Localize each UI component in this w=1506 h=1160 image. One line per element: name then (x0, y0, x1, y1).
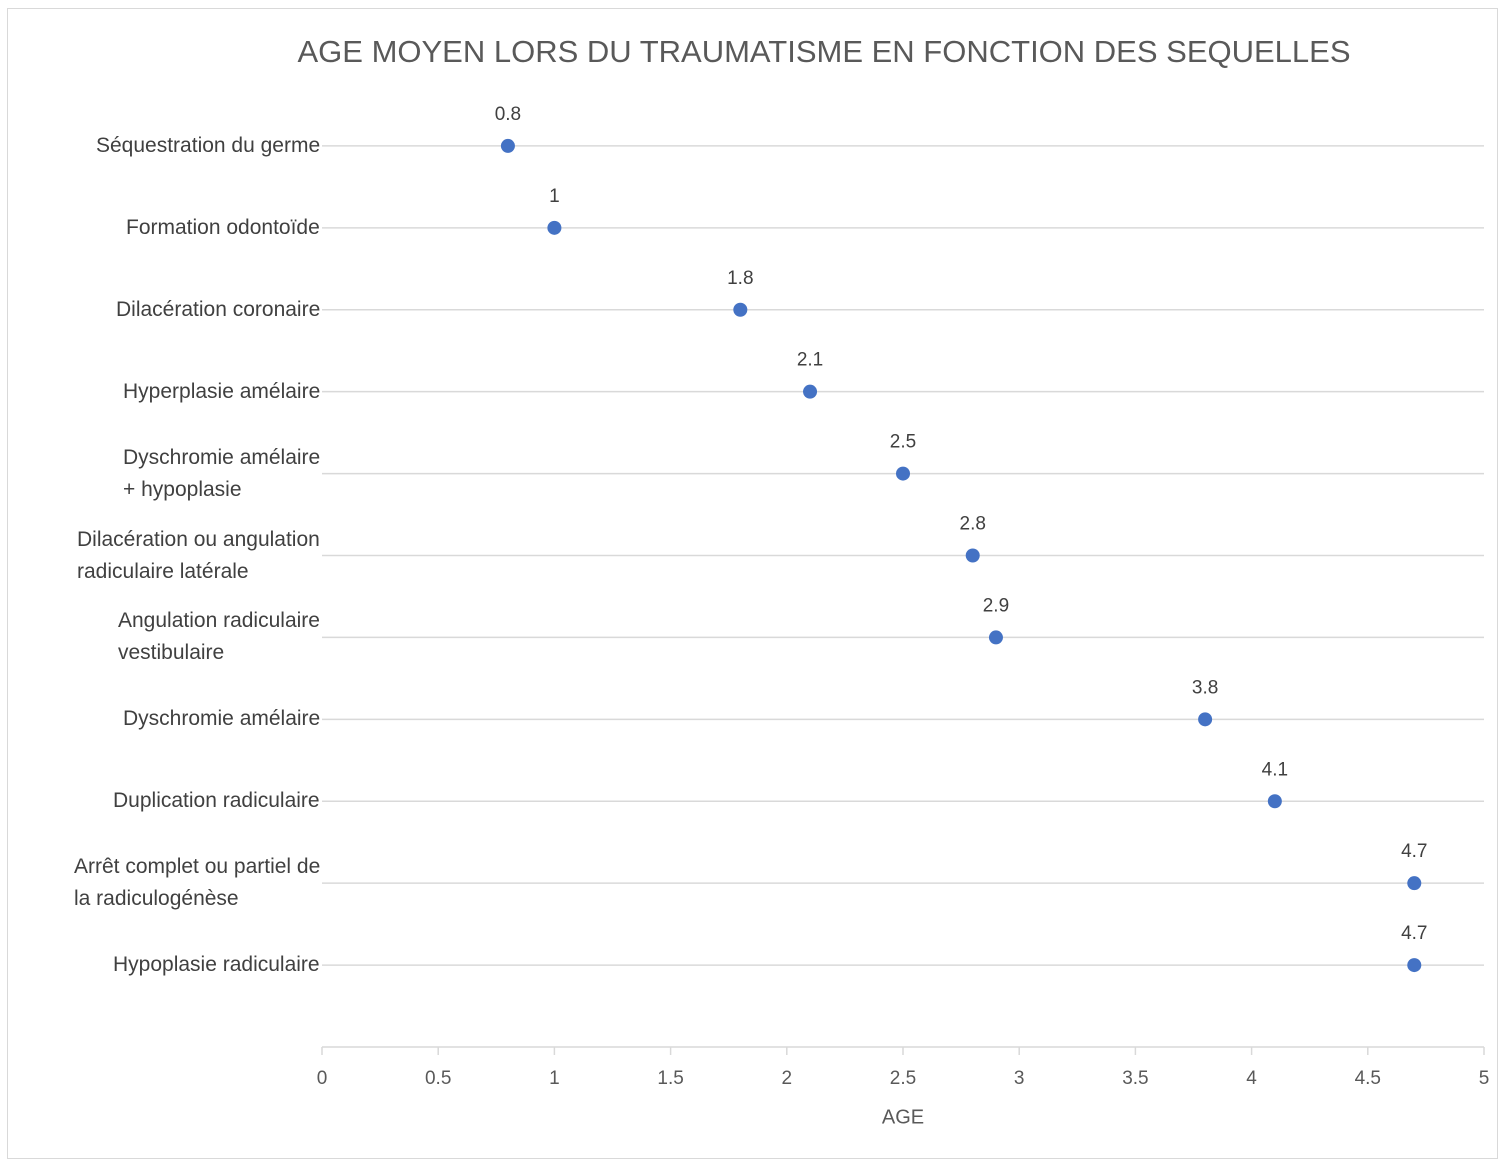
y-category-label: Dyschromie amélaire (123, 707, 321, 731)
data-label: 1 (549, 186, 560, 207)
dot (896, 466, 910, 481)
dot (965, 548, 980, 563)
data-label: 2.5 (890, 432, 916, 453)
dot (1267, 794, 1282, 809)
y-category-label: Arrêt complet ou partiel de la radiculog… (74, 855, 321, 911)
y-category-label: Formation odontoïde (126, 215, 320, 239)
data-label: 4.1 (1262, 759, 1288, 780)
x-tick-label: 1.5 (657, 1068, 683, 1089)
y-category-label: Hypoplasie radiculaire (113, 953, 320, 977)
x-tick-label: 3.5 (1122, 1068, 1148, 1089)
y-category-label: Hyperplasie amélaire (123, 379, 321, 403)
data-label: 0.8 (495, 104, 521, 125)
data-label: 3.8 (1192, 677, 1218, 698)
y-category-label: Angulation radiculaire vestibulaire (118, 609, 320, 665)
x-tick-label: 2.5 (890, 1068, 916, 1089)
dot (1407, 876, 1422, 891)
x-tick-label: 4 (1246, 1068, 1257, 1089)
y-category-label: Dilacération ou angulation radiculaire l… (77, 527, 320, 583)
data-label: 2.1 (797, 350, 823, 371)
y-category-label: Dyschromie amélaire + hypoplasie (123, 445, 321, 501)
x-tick-label: 0 (317, 1068, 328, 1089)
chart-title: AGE MOYEN LORS DU TRAUMATISME EN FONCTIO… (297, 34, 1350, 69)
data-label: 4.7 (1401, 841, 1427, 862)
dot (988, 630, 1003, 645)
dot (500, 138, 515, 153)
data-label: 1.8 (727, 268, 753, 289)
data-label: 4.7 (1401, 923, 1427, 944)
dot (803, 384, 818, 399)
data-label: 2.9 (983, 595, 1009, 616)
x-tick-label: 4.5 (1355, 1068, 1381, 1089)
dot (733, 302, 748, 317)
y-category-label: Dilacération coronaire (116, 297, 321, 321)
x-axis-label: AGE (882, 1106, 924, 1128)
dot (1198, 712, 1213, 727)
chart-border (7, 8, 1498, 1159)
y-category-label: Séquestration du germe (96, 133, 321, 157)
y-category-label: Duplication radiculaire (113, 789, 320, 813)
x-tick-label: 3 (1014, 1068, 1025, 1089)
dot (1407, 958, 1422, 973)
data-label: 2.8 (960, 514, 986, 535)
x-tick-label: 5 (1479, 1068, 1490, 1089)
x-tick-label: 0.5 (425, 1068, 451, 1089)
x-tick-label: 2 (782, 1068, 793, 1089)
x-tick-label: 1 (549, 1068, 560, 1089)
dot (547, 220, 562, 235)
